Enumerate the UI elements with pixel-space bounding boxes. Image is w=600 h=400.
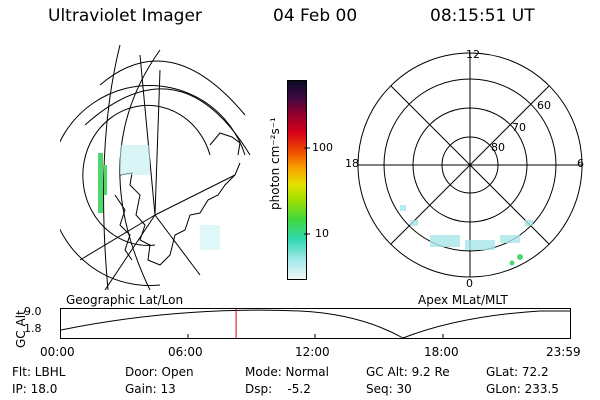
- status-glon: GLon: 233.5: [486, 382, 559, 396]
- altitude-plot: [60, 308, 571, 339]
- alt-xtick-4: 23:59: [546, 345, 581, 359]
- geographic-title: Geographic Lat/Lon: [66, 293, 184, 307]
- colorbar-tick-100: 100: [312, 141, 333, 154]
- status-mode: Mode: Normal: [245, 365, 329, 379]
- colorbar-tick-10: 10: [315, 227, 329, 240]
- time-label: 08:15:51 UT: [430, 6, 535, 26]
- status-dsp: Dsp: -5.2: [245, 382, 311, 396]
- status-ip: IP: 18.0: [12, 382, 58, 396]
- polar-lat-80: 80: [491, 141, 505, 154]
- polar-label-18: 18: [345, 157, 359, 170]
- polar-label-0: 0: [466, 277, 473, 290]
- polar-plot: [357, 52, 583, 278]
- polar-label-6: 6: [577, 157, 584, 170]
- status-glat: GLat: 72.2: [486, 365, 549, 379]
- alt-xtick-3: 18:00: [424, 345, 459, 359]
- geographic-map: [60, 45, 251, 290]
- alt-ytick-high: 9.0: [24, 305, 42, 318]
- alt-xtick-0: 00:00: [40, 345, 75, 359]
- status-gain: Gain: 13: [125, 382, 176, 396]
- alt-xtick-1: 06:00: [168, 345, 203, 359]
- instrument-title: Ultraviolet Imager: [48, 6, 202, 26]
- polar-lat-60: 60: [537, 99, 551, 112]
- date-label: 04 Feb 00: [273, 6, 358, 26]
- alt-ytick-low: 1.8: [24, 322, 42, 335]
- colorbar-ticks: [304, 147, 310, 235]
- alt-xtick-2: 12:00: [295, 345, 330, 359]
- status-door: Door: Open: [125, 365, 194, 379]
- status-seq: Seq: 30: [366, 382, 412, 396]
- status-gc-alt: GC Alt: 9.2 Re: [366, 365, 450, 379]
- polar-label-12: 12: [466, 48, 480, 61]
- apex-title: Apex MLat/MLT: [418, 293, 508, 307]
- polar-lat-70: 70: [512, 121, 526, 134]
- colorbar-unit-label: photon cm⁻²s⁻¹: [268, 117, 282, 210]
- colorbar: [287, 80, 307, 280]
- status-filter: Flt: LBHL: [12, 365, 66, 379]
